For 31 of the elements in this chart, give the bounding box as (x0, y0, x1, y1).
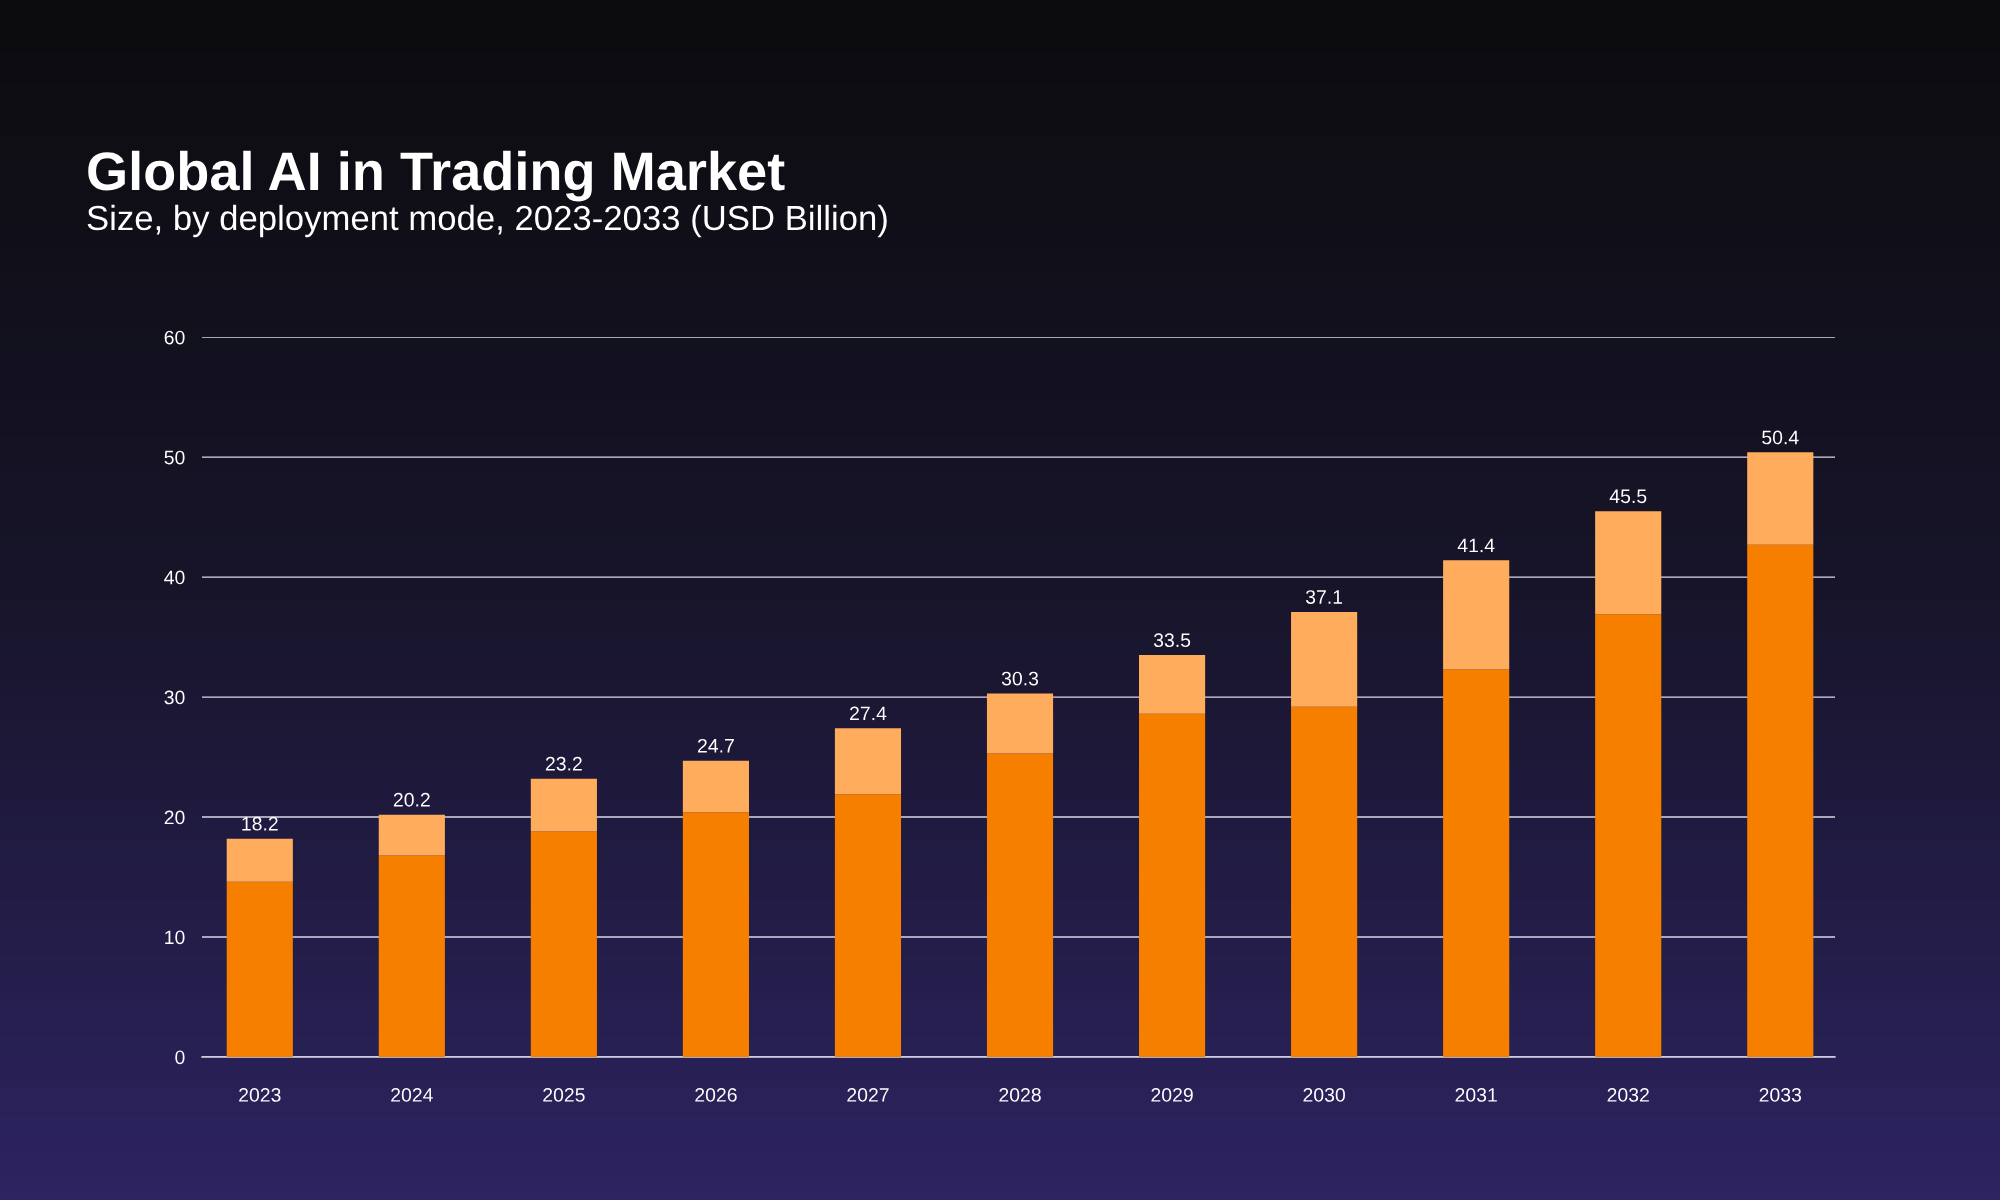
y-tick-label: 10 (165, 930, 185, 945)
chart-subtitle: Size, by deployment mode, 2023-2033 (USD Billion) (87, 204, 887, 238)
x-tick-label: 2033 (1759, 1088, 1802, 1102)
y-tick-label: 60 (164, 330, 185, 345)
x-tick-label: 2023 (239, 1088, 281, 1102)
x-tick-label: 2028 (999, 1088, 1041, 1102)
total-label: 50.4 (1762, 430, 1799, 445)
total-label: 18.2 (242, 816, 278, 831)
x-tick-label: 2029 (1151, 1088, 1193, 1102)
x-tick-label: 2030 (1303, 1088, 1345, 1102)
total-label: 41.4 (1457, 538, 1495, 553)
y-tick-label: 50 (164, 450, 185, 465)
total-label: 37.1 (1305, 590, 1343, 604)
x-tick-label: 2031 (1455, 1088, 1497, 1102)
total-label: 33.5 (1153, 633, 1191, 648)
y-tick-label: 40 (164, 570, 185, 585)
y-tick-label: 0 (175, 1050, 185, 1065)
chart-title: Global AI in Trading Market (88, 150, 785, 202)
total-label: 30.3 (1001, 671, 1039, 686)
total-label: 24.7 (697, 738, 734, 753)
x-tick-label: 2027 (847, 1088, 889, 1102)
total-label: 23.2 (545, 756, 582, 771)
x-tick-label: 2025 (543, 1088, 585, 1102)
x-tick-label: 2032 (1607, 1088, 1649, 1102)
y-tick-label: 30 (164, 690, 185, 705)
x-tick-label: 2026 (695, 1088, 737, 1102)
y-tick-label: 20 (164, 810, 185, 825)
total-label: 20.2 (393, 792, 430, 807)
total-label: 27.4 (850, 706, 887, 721)
x-tick-label: 2024 (391, 1088, 433, 1102)
total-label: 45.5 (1609, 489, 1647, 504)
